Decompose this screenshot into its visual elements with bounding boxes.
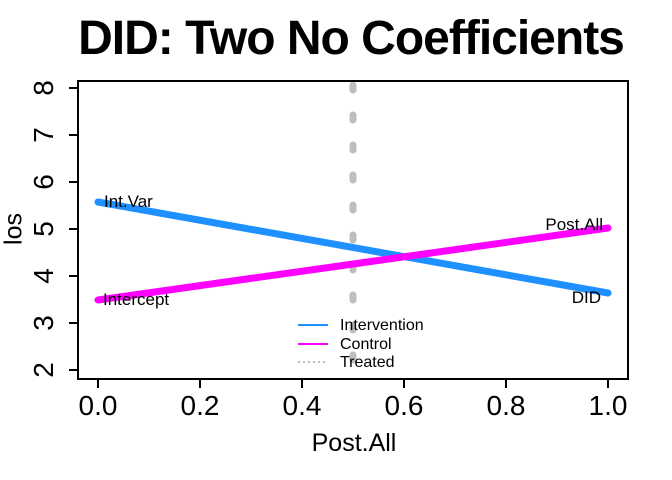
y-tick-label: 3	[28, 315, 59, 331]
annotation-int-var: Int.Var	[104, 192, 153, 211]
legend-label-control: Control	[340, 336, 392, 353]
control-line	[94, 224, 612, 304]
x-tick-label: 1.0	[588, 390, 628, 421]
y-tick-label: 8	[28, 80, 59, 96]
annotation-post-all: Post.All	[545, 215, 603, 234]
y-tick-label: 7	[28, 127, 59, 143]
y-axis-label: los	[0, 213, 28, 245]
y-tick-label: 6	[28, 174, 59, 190]
x-tick-label: 0.6	[384, 390, 424, 421]
x-tick-label: 0.2	[180, 390, 220, 421]
x-tick-label: 0.8	[486, 390, 526, 421]
x-axis-label: Post.All	[311, 429, 397, 457]
annotation-did: DID	[571, 288, 601, 307]
annotation-intercept: Intercept	[103, 290, 170, 309]
legend-label-treated: Treated	[340, 354, 395, 371]
chart-title: DID: Two No Coefficients	[78, 12, 625, 65]
y-axis-ticks	[69, 87, 78, 371]
x-tick-label: 0.0	[78, 390, 118, 421]
legend-label-intervention: Intervention	[340, 317, 424, 334]
y-tick-label: 2	[28, 362, 59, 378]
intervention-line	[94, 198, 612, 297]
x-tick-label: 0.4	[282, 390, 322, 421]
y-tick-label: 4	[28, 268, 59, 284]
y-tick-label: 5	[28, 221, 59, 237]
x-axis-ticks	[97, 379, 609, 388]
